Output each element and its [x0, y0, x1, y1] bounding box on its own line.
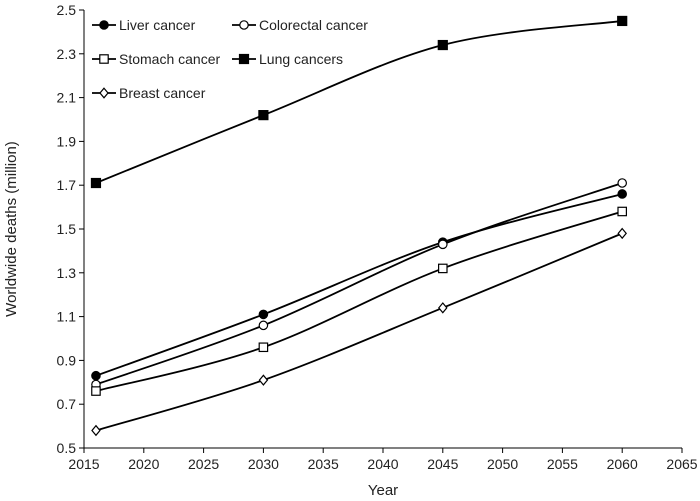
x-tick-label: 2030 — [248, 456, 279, 472]
series-line — [95, 210, 623, 392]
data-point — [90, 177, 102, 189]
legend-item: Colorectal cancer — [232, 17, 368, 33]
y-tick-label: 1.3 — [57, 265, 77, 281]
y-tick-label: 1.9 — [57, 133, 77, 149]
data-point — [437, 239, 448, 250]
legend-marker — [238, 53, 250, 65]
data-point — [438, 302, 448, 314]
legend-item: Liver cancer — [92, 17, 196, 33]
data-point — [617, 189, 627, 199]
legend-label: Stomach cancer — [119, 51, 220, 67]
x-tick-label: 2045 — [427, 456, 458, 472]
legend-marker — [99, 20, 109, 30]
legend-item: Lung cancers — [232, 51, 343, 67]
series-line — [95, 193, 623, 377]
x-tick-label: 2040 — [367, 456, 398, 472]
legend: Liver cancer Colorectal cancer Stomach can… — [92, 17, 368, 101]
data-point — [258, 110, 269, 121]
y-tick-label: 1.1 — [57, 309, 77, 325]
legend-label: Lung cancers — [259, 51, 343, 67]
data-point — [617, 206, 627, 217]
legend-label: Breast cancer — [119, 85, 206, 101]
legend-label: Colorectal cancer — [259, 17, 368, 33]
series-stomach-cancer — [91, 206, 627, 396]
series-liver-cancer — [91, 189, 627, 381]
x-tick-label: 2015 — [68, 456, 99, 472]
series-line — [95, 232, 623, 432]
data-point — [617, 227, 627, 240]
data-point — [258, 309, 269, 320]
x-tick-label: 2065 — [666, 456, 697, 472]
y-tick-label: 0.5 — [57, 440, 77, 456]
y-tick-label: 2.1 — [57, 90, 77, 106]
x-tick-label: 2035 — [308, 456, 339, 472]
data-point — [258, 320, 269, 331]
series-colorectal-cancer — [91, 178, 627, 390]
data-point — [437, 39, 448, 51]
series-line — [95, 20, 623, 184]
y-tick-label: 2.3 — [57, 46, 77, 62]
legend-marker — [99, 87, 109, 99]
legend-item: Breast cancer — [92, 85, 206, 101]
x-axis-label: Year — [368, 482, 398, 499]
series-lung-cancers — [90, 15, 628, 189]
y-axis-label: Worldwide deaths (million) — [3, 141, 20, 317]
data-point — [91, 370, 101, 381]
legend-label: Liver cancer — [119, 17, 196, 33]
x-tick-label: 2025 — [188, 456, 219, 472]
data-point — [91, 424, 101, 437]
data-point — [258, 342, 269, 353]
data-point — [91, 386, 101, 396]
series-breast-cancer — [91, 227, 627, 437]
data-point — [617, 15, 628, 27]
y-tick-label: 1.5 — [57, 221, 77, 237]
x-tick-label: 2060 — [607, 456, 638, 472]
data-point — [617, 178, 627, 188]
axes — [83, 10, 682, 449]
legend-marker — [99, 54, 109, 64]
legend-marker — [239, 20, 249, 30]
y-tick-label: 0.7 — [57, 396, 77, 412]
series-line — [95, 182, 623, 386]
data-point — [438, 263, 448, 274]
x-tick-label: 2055 — [547, 456, 578, 472]
x-tick-label: 2050 — [487, 456, 518, 472]
series-layer — [90, 15, 628, 437]
y-ticks: 0.5 0.7 0.9 1.1 1.3 1.5 1.7 1.9 2.1 2.3 2.5 — [57, 2, 84, 456]
y-tick-label: 2.5 — [57, 2, 77, 18]
data-point — [258, 374, 269, 386]
y-tick-label: 0.9 — [57, 352, 77, 368]
x-tick-label: 2020 — [128, 456, 159, 472]
y-tick-label: 1.7 — [57, 177, 77, 193]
x-ticks: 2015 2020 2025 2030 2035 2040 2045 2050 2055 2060… — [68, 448, 698, 472]
legend-item: Stomach cancer — [92, 51, 220, 67]
